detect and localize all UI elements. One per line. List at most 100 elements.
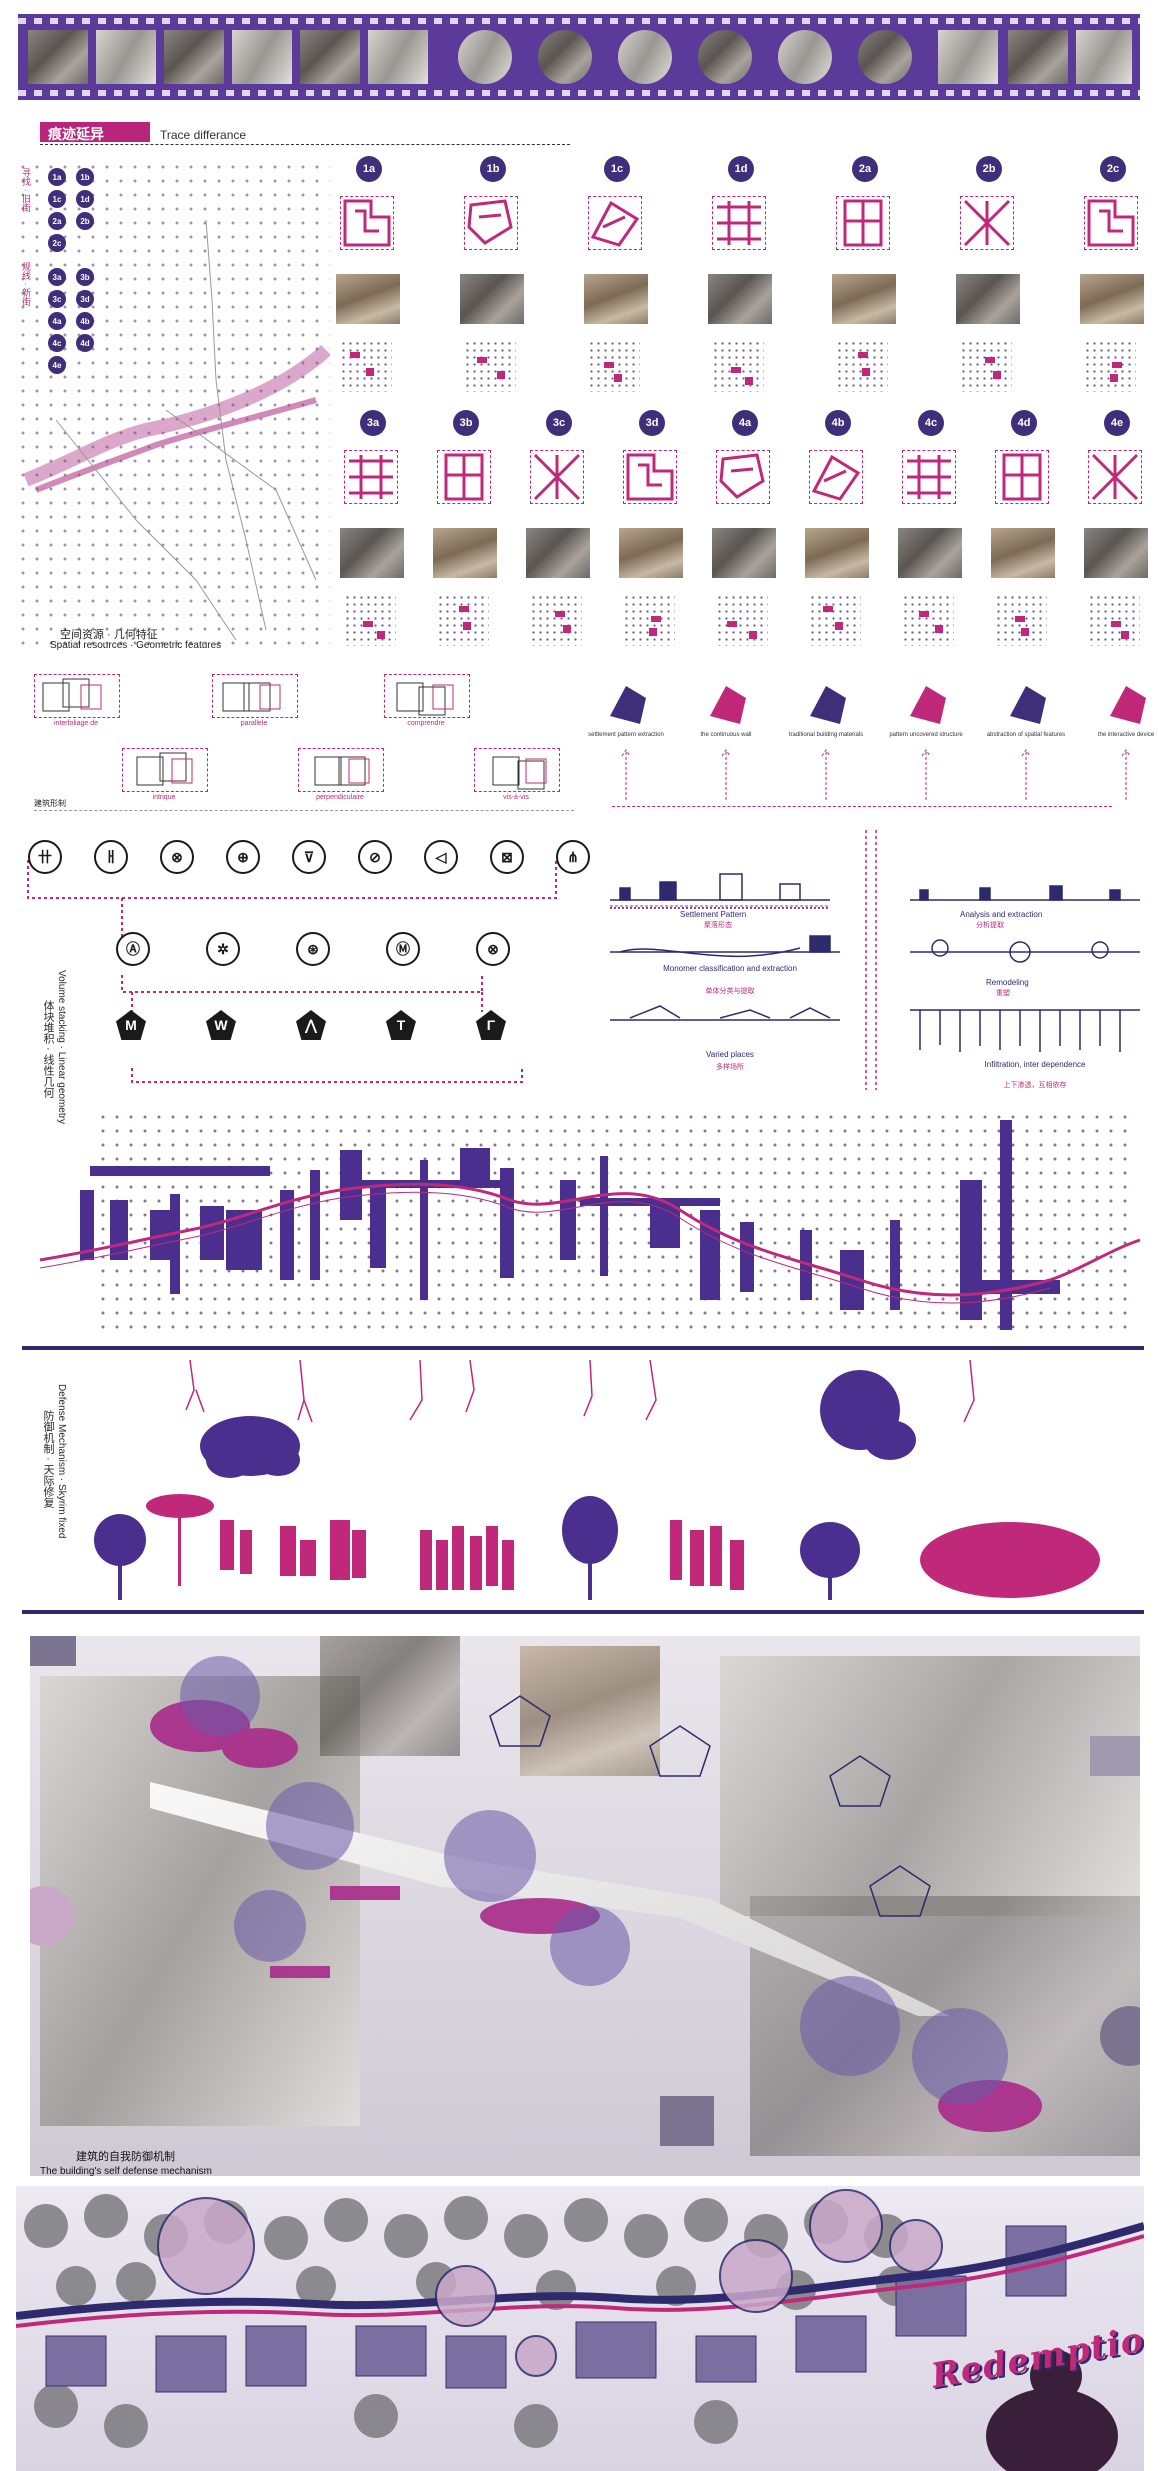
site-plan	[809, 450, 863, 504]
site-badge: 2c	[1100, 156, 1126, 182]
skyline-volumes	[40, 1120, 1141, 1330]
site-photo	[584, 274, 648, 324]
process-arrow	[621, 749, 631, 800]
plan-drawing	[719, 453, 765, 499]
plan-drawing	[1087, 199, 1135, 247]
site-badge: 3b	[453, 410, 479, 436]
plan-drawing	[1002, 453, 1042, 501]
map-caption-en: Spatial resources · Geometric features	[50, 640, 222, 651]
site-plan	[836, 196, 890, 250]
site-plan	[464, 196, 518, 250]
process-step-label: traditional building materials	[788, 732, 864, 738]
strip-photo	[938, 30, 998, 84]
relation-diagram	[34, 674, 120, 718]
divider-top	[22, 1346, 1144, 1350]
site-badge: 2b	[976, 156, 1002, 182]
relation-label: comprendre	[407, 720, 445, 727]
glyph-symbol: ⊗	[160, 840, 194, 874]
site-badge: 4b	[825, 410, 851, 436]
analysis-extraction-en: Analysis and extraction	[960, 910, 1043, 919]
bottom-plan-drawing	[16, 2189, 1144, 2471]
site-photo	[340, 528, 404, 578]
glyph-symbol: ✲	[206, 932, 240, 966]
plan-drawing	[444, 453, 484, 501]
process-baseline	[612, 806, 1112, 807]
collage-accents	[30, 1636, 1140, 2146]
process-shape	[910, 686, 946, 724]
process-arrows	[610, 686, 1146, 800]
relation-shapes	[136, 752, 193, 786]
glyph-symbol: Ⓐ	[116, 932, 150, 966]
collage-photo	[320, 1636, 460, 1756]
legend-badge: 1d	[76, 190, 94, 208]
relation-label: parallele	[240, 720, 268, 727]
photo-strip	[18, 14, 1140, 100]
strip-photo	[368, 30, 428, 84]
process-step-label: abstraction of spatial features	[986, 732, 1066, 738]
strip-photo	[164, 30, 224, 84]
process-shape	[1110, 686, 1146, 724]
process-arrow	[1121, 749, 1131, 800]
section-title-rule	[40, 144, 570, 145]
relation-shapes	[396, 682, 454, 716]
section-title-cn: 痕迹延异	[48, 126, 104, 142]
analysis-varied-cn: 多样场所	[716, 1064, 744, 1071]
strip-photo-circle	[618, 30, 672, 84]
analysis-infiltration-en: Infiltration, inter dependence	[984, 1060, 1086, 1069]
plan-drawing	[343, 199, 391, 247]
legend-badge: 1c	[48, 190, 66, 208]
site-plan	[712, 196, 766, 250]
site-plan	[1088, 450, 1142, 504]
legend-badge: 2c	[48, 234, 66, 252]
site-photo	[712, 528, 776, 578]
glyph-symbol: ⊕	[226, 840, 260, 874]
bottom-plan: Redemption	[16, 2186, 1144, 2471]
site-dot-sample	[960, 340, 1012, 392]
relation-label: perpendiculaire	[316, 794, 364, 801]
relation-label: interfoliage de	[54, 720, 98, 727]
map-caption-cn: 空间资源 · 几何特征	[60, 629, 158, 641]
strip-photo-circle	[458, 30, 512, 84]
site-plan	[995, 450, 1049, 504]
volume-label-en: Volume stacking · Linear geometry	[56, 970, 67, 1124]
legend-badge: 4b	[76, 312, 94, 330]
process-arrow	[1021, 749, 1031, 800]
legend-badge: 4d	[76, 334, 94, 352]
collage-caption-cn: 建筑的自我防御机制	[76, 2151, 175, 2163]
strip-photo	[28, 30, 88, 84]
analysis-drawings	[610, 873, 1140, 1052]
relation-shapes	[222, 682, 281, 712]
plan-drawing	[717, 201, 761, 245]
relation-shapes	[492, 756, 547, 790]
site-badge: 4d	[1011, 410, 1037, 436]
strip-photo	[96, 30, 156, 84]
process-shape	[710, 686, 746, 724]
site-dot-sample	[437, 594, 489, 646]
strip-photo-circle	[778, 30, 832, 84]
process-shape	[610, 686, 646, 724]
site-dot-sample	[1084, 340, 1136, 392]
analysis-monomer-en: Monomer classification and extraction	[663, 964, 797, 973]
site-plan	[960, 196, 1014, 250]
site-photo	[526, 528, 590, 578]
site-plan	[437, 450, 491, 504]
site-plan	[340, 196, 394, 250]
legend-badge: 3d	[76, 290, 94, 308]
strip-photo	[300, 30, 360, 84]
site-photo	[1080, 274, 1144, 324]
relation-diagram	[122, 748, 208, 792]
site-dot-sample	[623, 594, 675, 646]
site-dot-sample	[344, 594, 396, 646]
plan-drawing	[1091, 453, 1139, 501]
section-title-en: Trace differance	[160, 128, 247, 142]
site-badge: 2a	[852, 156, 878, 182]
relations-section-label: 建筑形制	[34, 799, 66, 808]
site-badge: 4a	[732, 410, 758, 436]
site-badge: 1c	[604, 156, 630, 182]
analysis-settlement-cn: 聚落形态	[704, 922, 732, 929]
site-dot-sample	[716, 594, 768, 646]
site-plan	[1084, 196, 1138, 250]
site-photo	[956, 274, 1020, 324]
section-title-bar	[40, 122, 150, 142]
legend-badge: 4a	[48, 312, 66, 330]
